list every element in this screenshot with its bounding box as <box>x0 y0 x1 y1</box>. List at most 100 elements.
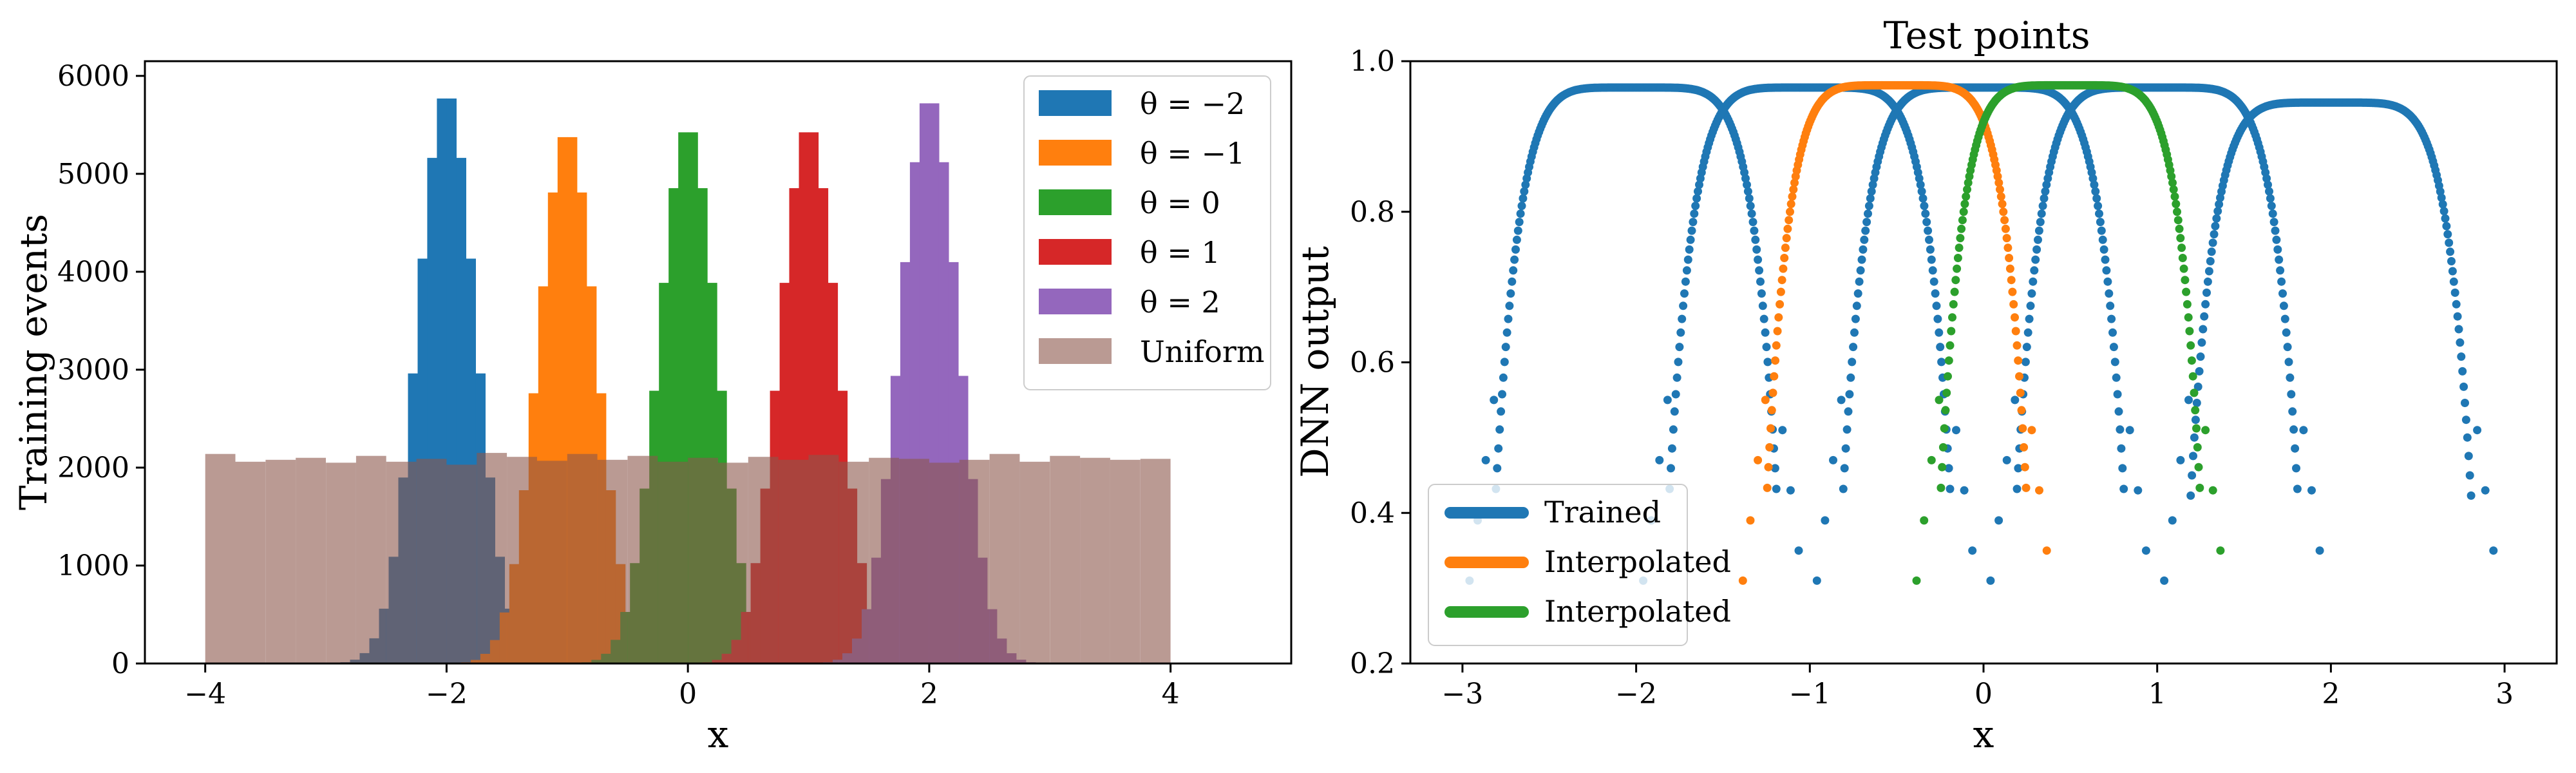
scatter-point-series-0 <box>2125 426 2134 435</box>
scatter-point-series-0 <box>2022 343 2031 352</box>
hist-bar-uniform <box>899 459 929 663</box>
scatter-point-series-0 <box>2193 382 2202 391</box>
scatter-point-series-2 <box>2186 341 2195 350</box>
legend-label-theta-2: θ = 2 <box>1140 285 1220 320</box>
scatter-point-series-0 <box>2211 222 2220 231</box>
scatter-point-series-0 <box>1504 314 1513 323</box>
scatter-point-series-2 <box>2188 372 2197 381</box>
scatter-point-series-0 <box>1840 464 1849 473</box>
scatter-point-series-1 <box>1790 178 1799 187</box>
scatter-point-series-0 <box>1505 301 1514 310</box>
scatter-point-series-1 <box>1776 287 1785 296</box>
scatter-point-series-0 <box>2117 444 2126 453</box>
scatter-point-series-2 <box>2216 546 2225 555</box>
hist-bar-uniform <box>567 453 598 663</box>
scatter-point-series-1 <box>1746 516 1755 525</box>
scatter-point-series-0 <box>2443 230 2452 239</box>
scatter-point-series-0 <box>1508 277 1517 286</box>
scatter-point-series-0 <box>1927 255 1936 264</box>
scatter-point-series-0 <box>2099 245 2108 254</box>
scatter-point-series-0 <box>2114 407 2123 416</box>
scatter-point-series-0 <box>2299 426 2308 435</box>
scatter-point-series-1 <box>1761 396 1770 405</box>
scatter-point-series-2 <box>2175 224 2184 233</box>
scatter-point-series-0 <box>1687 226 1696 235</box>
hist-bar-uniform <box>929 463 960 663</box>
scatter-point-series-0 <box>1861 226 1870 235</box>
scatter-point-series-0 <box>1761 328 1770 337</box>
scatter-point-series-0 <box>2031 255 2040 264</box>
scatter-point-series-0 <box>1852 301 1861 310</box>
scatter-point-series-2 <box>1956 234 1965 243</box>
right-x-tick-label: 3 <box>2496 678 2514 711</box>
legend-label-interpolated-green: Interpolated <box>1544 594 1731 629</box>
scatter-point-series-0 <box>2439 207 2448 216</box>
scatter-point-series-0 <box>1839 484 1848 493</box>
left-y-tick-label: 6000 <box>57 60 129 93</box>
scatter-point-series-2 <box>2193 443 2202 452</box>
scatter-point-series-0 <box>2012 484 2022 493</box>
hist-bar-uniform <box>838 461 869 663</box>
scatter-point-series-2 <box>2178 254 2187 262</box>
scatter-point-series-0 <box>1935 328 1944 337</box>
scatter-point-series-0 <box>1667 464 1675 473</box>
scatter-point-series-0 <box>2269 218 2278 227</box>
scatter-point-series-1 <box>1770 372 1779 381</box>
legend-label-trained: Trained <box>1544 495 1661 530</box>
hist-bar-uniform <box>869 457 899 663</box>
scatter-point-series-0 <box>1695 180 1703 189</box>
scatter-point-series-0 <box>1681 277 1690 286</box>
scatter-point-series-0 <box>2141 546 2150 555</box>
scatter-point-series-2 <box>2172 200 2181 209</box>
scatter-point-series-0 <box>1786 486 1795 495</box>
scatter-point-series-1 <box>1994 178 2003 187</box>
right-y-tick-label: 0.2 <box>1350 647 1395 680</box>
scatter-point-series-2 <box>2184 313 2193 322</box>
scatter-point-series-0 <box>1864 202 1873 211</box>
scatter-point-series-0 <box>2092 194 2101 203</box>
scatter-point-series-0 <box>2196 352 2205 361</box>
left-y-tick-label: 0 <box>111 647 129 680</box>
scatter-point-series-0 <box>2278 289 2287 298</box>
scatter-point-series-0 <box>1521 180 1530 189</box>
scatter-point-series-0 <box>2027 289 2036 298</box>
scatter-point-series-0 <box>2014 464 2023 473</box>
scatter-point-series-0 <box>1936 343 1945 352</box>
right-x-axis-label: x <box>1973 712 1994 756</box>
scatter-point-series-0 <box>1762 343 1771 352</box>
scatter-point-series-2 <box>1927 455 1936 464</box>
scatter-point-series-0 <box>1849 343 1858 352</box>
scatter-point-series-2 <box>1947 327 1956 336</box>
scatter-point-series-0 <box>1756 277 1765 286</box>
scatter-point-series-0 <box>2489 546 2498 555</box>
left-axes-frame <box>144 60 1293 665</box>
scatter-point-series-1 <box>2007 276 2016 285</box>
scatter-point-series-0 <box>1841 444 1850 453</box>
scatter-point-series-0 <box>1509 266 1518 275</box>
scatter-point-series-0 <box>2113 390 2122 399</box>
scatter-point-series-0 <box>2108 328 2117 337</box>
scatter-point-series-2 <box>2176 234 2185 243</box>
left-x-axis-label: x <box>708 712 729 756</box>
scatter-point-series-1 <box>1767 406 1776 415</box>
hist-bar-uniform <box>477 453 507 663</box>
scatter-point-series-0 <box>1916 180 1925 189</box>
hist-bar-uniform <box>296 457 326 663</box>
scatter-point-series-0 <box>2029 277 2038 286</box>
scatter-point-series-0 <box>2267 202 2276 211</box>
scatter-point-series-1 <box>1738 576 1747 585</box>
scatter-point-series-0 <box>1694 187 1702 196</box>
scatter-point-series-0 <box>2463 433 2472 442</box>
scatter-point-series-0 <box>2026 301 2035 310</box>
scatter-point-series-0 <box>2461 399 2469 407</box>
scatter-point-series-2 <box>2169 185 2178 194</box>
scatter-point-series-1 <box>2002 234 2011 243</box>
scatter-point-series-0 <box>1924 226 1933 235</box>
scatter-point-series-0 <box>1667 444 1676 453</box>
scatter-point-series-0 <box>1689 218 1698 227</box>
hist-bar-uniform <box>1080 457 1110 663</box>
hist-bar-uniform <box>205 453 236 663</box>
scatter-point-series-2 <box>1953 254 1962 262</box>
scatter-point-series-1 <box>1765 443 1774 452</box>
